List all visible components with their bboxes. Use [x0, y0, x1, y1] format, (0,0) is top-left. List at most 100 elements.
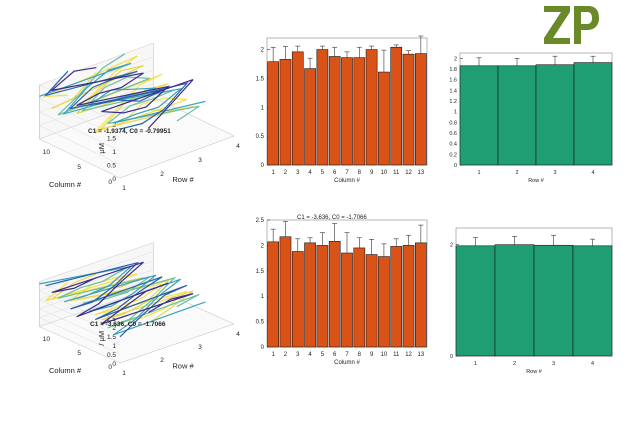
bar-3 — [291, 51, 304, 166]
x-tick-label-13: 13 — [418, 352, 425, 358]
row-tick-label-3: 3 — [198, 344, 202, 351]
bottom-row-bar-chart: 0 2 1 2 3 4 Row # — [450, 227, 613, 375]
x-tick-label-1: 1 — [271, 170, 275, 176]
x-tick-label-2: 2 — [284, 170, 288, 176]
x-tick-label-3: 3 — [552, 361, 555, 367]
surface-line-5 — [43, 70, 189, 130]
bar-2 — [279, 236, 292, 348]
surface-line-4 — [39, 62, 206, 124]
bar-5 — [316, 245, 329, 348]
row-tick-label-1: 1 — [122, 370, 126, 377]
x-tick-label-9: 9 — [370, 352, 374, 358]
x-tick-label-1: 1 — [271, 352, 275, 358]
y-tick-label: 1 — [261, 105, 265, 111]
x-tick-label-12: 12 — [405, 170, 412, 176]
surface-line-6 — [49, 66, 194, 129]
z-tick-label: 0.5 — [107, 352, 116, 359]
row-tick-label-4: 4 — [236, 143, 240, 150]
col-axis-label: Column # — [49, 366, 82, 375]
z-tick-label: 2.5 — [107, 316, 116, 323]
y-tick-label: 2 — [261, 243, 265, 249]
bar-12 — [402, 245, 415, 348]
y-tick-label: 1.5 — [256, 269, 265, 275]
bar-2 — [497, 65, 537, 166]
y-tick-label: 0.6 — [449, 131, 457, 137]
x-tick-label-1: 1 — [474, 361, 477, 367]
x-tick-label-5: 5 — [321, 352, 325, 358]
z-grid — [38, 287, 154, 364]
z-tick-label: 0.5 — [107, 163, 116, 170]
bar-13 — [415, 53, 427, 166]
y-tick-label: 1.2 — [449, 99, 457, 105]
x-tick-label-13: 13 — [418, 170, 425, 176]
x-tick-label-4: 4 — [308, 170, 312, 176]
x-tick-label-4: 4 — [591, 361, 594, 367]
zp-logo-z-shape — [544, 6, 570, 44]
col-axis-label: Column # — [49, 180, 82, 189]
zp-logo — [542, 4, 600, 46]
bar-7 — [341, 57, 353, 166]
y-tick-label: 0 — [261, 345, 265, 351]
y-tick-label: 2 — [450, 243, 453, 249]
bar-1 — [459, 65, 499, 166]
row-tick-label-4: 4 — [236, 331, 240, 338]
bar-8 — [353, 57, 366, 166]
x-tick-label-7: 7 — [345, 170, 349, 176]
surface-line-1 — [45, 55, 188, 133]
bar-3 — [533, 244, 574, 357]
y-tick-label: 0 — [450, 354, 453, 360]
y-tick-label: 1 — [454, 110, 457, 116]
row-tick-label-2: 2 — [160, 171, 164, 178]
x-tick-label-4: 4 — [591, 170, 594, 176]
surface-line-5 — [45, 261, 188, 338]
x-tick-label-2: 2 — [284, 352, 288, 358]
bar-3 — [535, 64, 575, 166]
y-tick-label: 2 — [261, 48, 265, 54]
bar-13 — [415, 242, 427, 348]
x-tick-label-6: 6 — [333, 170, 337, 176]
z-tick-label: 2 — [112, 325, 116, 332]
z-grid — [38, 242, 154, 319]
bar-9 — [365, 254, 378, 348]
x-tick-label-2: 2 — [515, 170, 518, 176]
x-tick-label-7: 7 — [345, 352, 349, 358]
bar-3 — [291, 251, 304, 348]
surface-line-6 — [51, 261, 194, 325]
row-axis-label: Row # — [172, 362, 194, 371]
x-tick-label-10: 10 — [381, 170, 388, 176]
y-tick-label: 1.5 — [256, 76, 265, 82]
y-tick-label: 0 — [454, 163, 457, 169]
surface-line-3 — [57, 53, 200, 125]
y-tick-label: 2 — [454, 56, 457, 62]
z-grid — [38, 69, 154, 152]
bar-8 — [353, 247, 366, 348]
bar-10 — [378, 256, 390, 348]
x-tick-label-12: 12 — [405, 352, 412, 358]
x-tick-label-8: 8 — [358, 352, 362, 358]
x-tick-label-9: 9 — [370, 170, 374, 176]
bar-1 — [267, 241, 279, 348]
x-axis-label: Column # — [334, 178, 360, 184]
fit-annotation: C1 = -1.9374, C0 = -0.79951 — [88, 128, 171, 135]
col-tick-label-5: 5 — [77, 350, 81, 357]
x-tick-label-4: 4 — [308, 352, 312, 358]
row-axis-label: Row # — [172, 175, 194, 184]
x-tick-label-3: 3 — [296, 352, 300, 358]
z-tick-label: 1.5 — [107, 136, 116, 143]
y-tick-label: 0.5 — [256, 134, 265, 140]
z-axis-label: / μM — [97, 331, 106, 346]
x-axis-label: Column # — [334, 360, 360, 366]
bottom-3d-line-plot: 0 0.5 1 1.5 2 2.5 / μM 1 2 3 4 Row # 0 5 10 Column # C1 … — [38, 242, 240, 377]
x-axis-label: Row # — [528, 178, 545, 184]
bar-5 — [316, 49, 329, 166]
y-tick-label: 0.8 — [449, 120, 457, 126]
z-grid — [38, 251, 154, 328]
bar-2 — [494, 244, 535, 357]
y-tick-label: 0.5 — [256, 320, 265, 326]
x-tick-label-11: 11 — [393, 352, 400, 358]
y-tick-label: 1.8 — [449, 67, 457, 73]
row-tick-label-2: 2 — [160, 357, 164, 364]
y-tick-label: 2.5 — [256, 218, 265, 224]
